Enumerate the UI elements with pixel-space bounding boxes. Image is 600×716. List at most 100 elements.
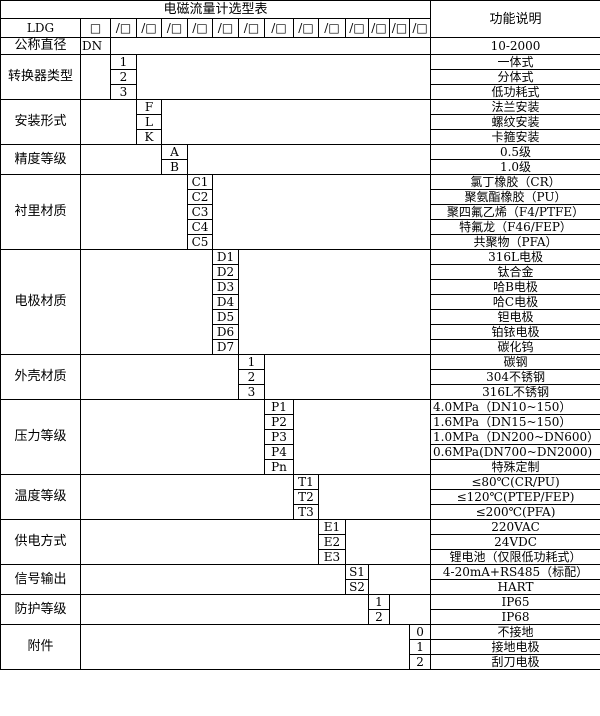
- option-code: T3: [293, 504, 319, 520]
- option-row: 供电方式 E1 220VAC: [0, 519, 600, 565]
- option-code: P2: [264, 414, 294, 430]
- option-code: E3: [318, 549, 346, 565]
- option-code: Pn: [264, 459, 294, 475]
- option-desc: 1.0MPa（DN200~DN600）: [430, 429, 600, 445]
- option-code: D2: [212, 264, 239, 280]
- section-label: 转换器类型: [0, 54, 81, 100]
- option-code: 2: [368, 609, 390, 625]
- blank-cell: [80, 354, 239, 400]
- option-desc: 304不锈钢: [430, 369, 600, 385]
- option-desc: 4-20mA+RS485（标配）: [430, 564, 600, 580]
- blank-cell: [186, 144, 432, 175]
- option-desc: ≤80℃(CR/PU): [430, 474, 600, 490]
- option-code: A: [161, 144, 188, 160]
- section-label: 电极材质: [0, 249, 81, 355]
- option-code: C2: [187, 189, 213, 205]
- option-code: 3: [238, 384, 265, 400]
- option-row: 温度等级 T1 ≤80℃(CR/PU): [0, 474, 600, 520]
- option-desc: 1.0级: [430, 159, 600, 175]
- option-code: 1: [238, 354, 265, 370]
- option-code: D7: [212, 339, 239, 355]
- option-code: T1: [293, 474, 319, 490]
- option-desc: 0.5级: [430, 144, 600, 160]
- blank-cell: [211, 174, 432, 250]
- blank-cell: [237, 249, 432, 355]
- option-row: B 1.0级: [1, 159, 600, 175]
- option-row: 防护等级 1 IP65: [0, 594, 600, 625]
- option-code: C1: [187, 174, 213, 190]
- option-desc: 特殊定制: [430, 459, 600, 475]
- option-row: 精度等级 A 0.5级: [0, 144, 600, 175]
- option-code: C3: [187, 204, 213, 220]
- option-desc: 钽电极: [430, 309, 600, 325]
- option-row: P3 1.0MPa（DN200~DN600）: [1, 429, 600, 445]
- model-slot-box: /□: [136, 18, 162, 38]
- option-row: D5 钽电极: [1, 309, 600, 325]
- blank-cell: [109, 37, 432, 55]
- section-label: 压力等级: [0, 399, 81, 475]
- option-desc: 聚氨酯橡胶（PU）: [430, 189, 600, 205]
- option-row: 转换器类型 1 一体式: [0, 54, 600, 100]
- blank-cell: [80, 144, 162, 175]
- option-code: C4: [187, 219, 213, 235]
- option-desc: 4.0MPa（DN10~150）: [430, 399, 600, 415]
- blank-cell: [80, 564, 346, 595]
- option-code: B: [161, 159, 188, 175]
- option-desc: 分体式: [430, 69, 600, 85]
- nominal-label: 公称直径: [0, 37, 81, 55]
- option-code: D6: [212, 324, 239, 340]
- option-desc: 聚四氟乙烯（F4/PTFE）: [430, 204, 600, 220]
- nominal-row: 公称直径 DN 10-2000: [0, 37, 600, 55]
- blank-cell: [344, 519, 432, 565]
- option-desc: 碳化钨: [430, 339, 600, 355]
- section-label: 衬里材质: [0, 174, 81, 250]
- option-desc: 哈B电极: [430, 279, 600, 295]
- option-desc: 法兰安装: [430, 99, 600, 115]
- blank-cell: [160, 99, 432, 145]
- blank-cell: [367, 564, 432, 595]
- option-desc: 卡箍安装: [430, 129, 600, 145]
- section-label: 附件: [0, 624, 81, 670]
- option-row: T3 ≤200℃(PFA): [1, 504, 600, 520]
- option-code: 3: [110, 84, 137, 100]
- option-desc: 共聚物（PFA）: [430, 234, 600, 250]
- option-row: 信号输出 S1 4-20mA+RS485（标配）: [0, 564, 600, 595]
- option-desc: 一体式: [430, 54, 600, 70]
- option-desc: 不接地: [430, 624, 600, 640]
- blank-cell: [80, 99, 137, 145]
- option-desc: 0.6MPa(DN700~DN2000): [430, 444, 600, 460]
- option-desc: HART: [430, 579, 600, 595]
- table-title: 电磁流量计选型表: [0, 0, 432, 19]
- nominal-desc: 10-2000: [430, 37, 600, 55]
- section-label: 外壳材质: [0, 354, 81, 400]
- blank-cell: [80, 474, 294, 520]
- option-row: 外壳材质 1 碳钢: [0, 354, 600, 400]
- option-row: S2 HART: [1, 579, 600, 595]
- model-slot-box: /□: [408, 18, 432, 38]
- option-code: P3: [264, 429, 294, 445]
- option-desc: 螺纹安装: [430, 114, 600, 130]
- blank-cell: [317, 474, 432, 520]
- option-code: E2: [318, 534, 346, 550]
- option-code: D4: [212, 294, 239, 310]
- option-code: P4: [264, 444, 294, 460]
- model-slot-box: /□: [110, 18, 137, 38]
- option-code: 2: [238, 369, 265, 385]
- option-desc: 低功耗式: [430, 84, 600, 100]
- model-box: □: [80, 18, 111, 38]
- option-row: 2 IP68: [1, 609, 600, 625]
- option-row: D6 铂铱电极: [1, 324, 600, 340]
- option-desc: 刮刀电极: [430, 654, 600, 670]
- blank-cell: [263, 354, 432, 400]
- blank-cell: [80, 174, 188, 250]
- option-code: D1: [212, 249, 239, 265]
- option-row: 3 低功耗式: [1, 84, 600, 100]
- blank-cell: [80, 519, 319, 565]
- option-row: 2 刮刀电极: [1, 654, 600, 670]
- blank-cell: [80, 624, 410, 670]
- model-slot-box: /□: [264, 18, 294, 38]
- option-code: P1: [264, 399, 294, 415]
- option-desc: 24VDC: [430, 534, 600, 550]
- option-row: K 卡箍安装: [1, 129, 600, 145]
- option-desc: 1.6MPa（DN15~150）: [430, 414, 600, 430]
